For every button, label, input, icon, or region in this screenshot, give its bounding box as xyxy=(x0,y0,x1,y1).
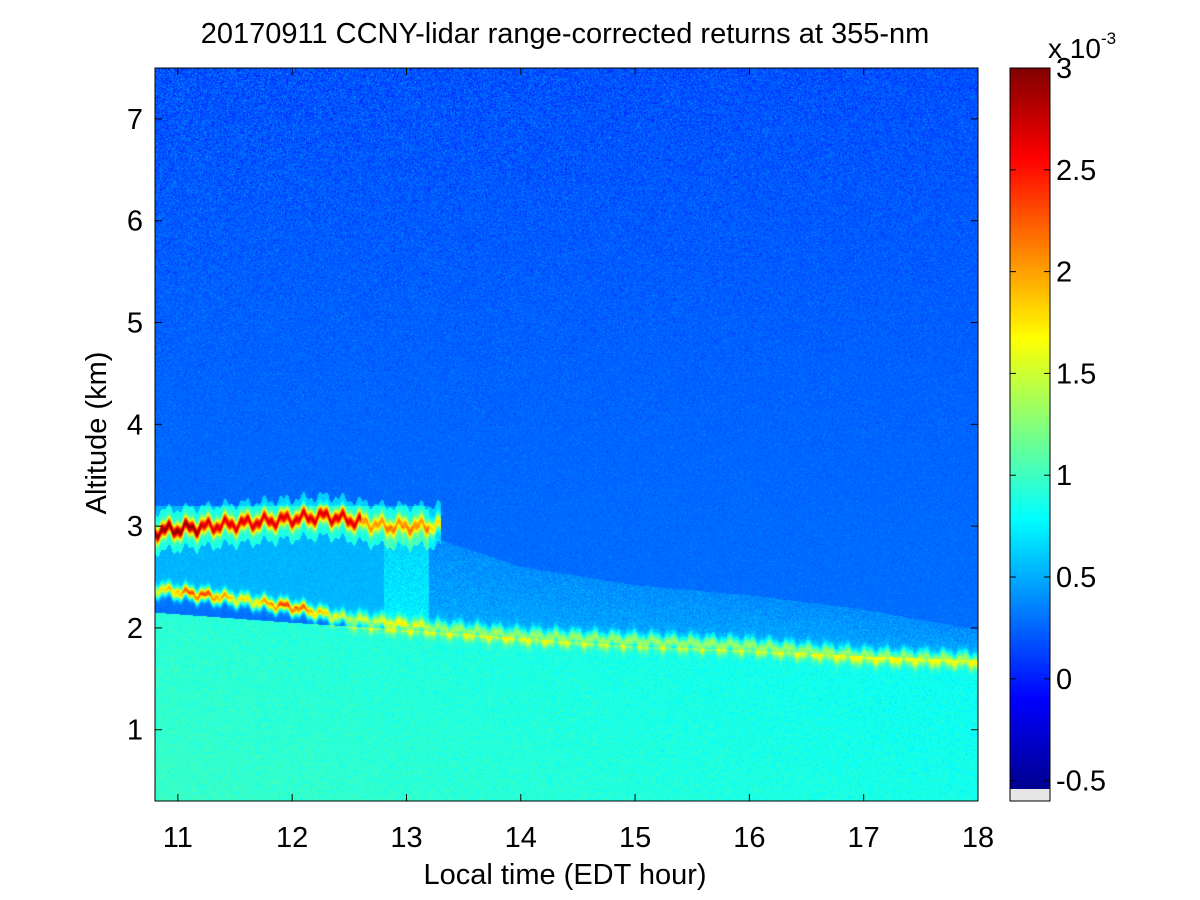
x-tick-label: 16 xyxy=(733,822,765,854)
x-axis: 11 12 13 14 15 16 17 18 xyxy=(163,68,994,854)
colorbar-ticks: -0.5 0 0.5 1 1.5 2 2.5 3 xyxy=(1010,53,1106,798)
colorbar-gradient xyxy=(1010,68,1050,789)
x-tick-label: 13 xyxy=(390,822,422,854)
y-tick-label: 2 xyxy=(127,613,143,645)
colorbar-tick-label: 1.5 xyxy=(1056,358,1096,390)
colorbar: -0.5 0 0.5 1 1.5 2 2.5 3 x 10-3 xyxy=(1009,29,1116,802)
y-tick-label: 7 xyxy=(127,104,143,136)
colorbar-tick-label: 0.5 xyxy=(1056,562,1096,594)
plot-area xyxy=(154,67,979,802)
y-axis-label: Altitude (km) xyxy=(81,352,113,515)
colorbar-frame xyxy=(1009,67,1051,802)
y-tick-label: 6 xyxy=(127,206,143,238)
y-tick-label: 5 xyxy=(127,308,143,340)
y-axis: 1 2 3 4 5 6 7 xyxy=(127,104,978,747)
colorbar-exponent: x 10-3 xyxy=(1048,29,1116,64)
x-tick-label: 18 xyxy=(962,822,994,854)
x-tick-label: 14 xyxy=(505,822,537,854)
y-tick-label: 1 xyxy=(127,715,143,747)
colorbar-tick-label: 0 xyxy=(1056,664,1072,696)
colorbar-exponent-power: -3 xyxy=(1101,29,1116,48)
lidar-heatmap xyxy=(155,68,978,801)
y-tick-label: 4 xyxy=(127,409,143,441)
colorbar-tick-label: 3 xyxy=(1056,53,1072,85)
x-tick-label: 11 xyxy=(163,822,193,854)
colorbar-tick-label: 2.5 xyxy=(1056,155,1096,187)
x-axis-label: Local time (EDT hour) xyxy=(423,859,706,891)
colorbar-tick-label: -0.5 xyxy=(1056,766,1106,798)
colorbar-nan-band xyxy=(1010,789,1050,801)
plot-frame xyxy=(154,67,979,802)
y-tick-label: 3 xyxy=(127,511,143,543)
x-tick-label: 12 xyxy=(276,822,308,854)
colorbar-tick-label: 2 xyxy=(1056,257,1072,289)
colorbar-exponent-base: x 10 xyxy=(1048,33,1101,64)
colorbar-tick-label: 1 xyxy=(1056,460,1072,492)
x-tick-label: 17 xyxy=(848,822,880,854)
x-tick-label: 15 xyxy=(619,822,651,854)
chart-title: 20170911 CCNY-lidar range-corrected retu… xyxy=(201,18,930,50)
